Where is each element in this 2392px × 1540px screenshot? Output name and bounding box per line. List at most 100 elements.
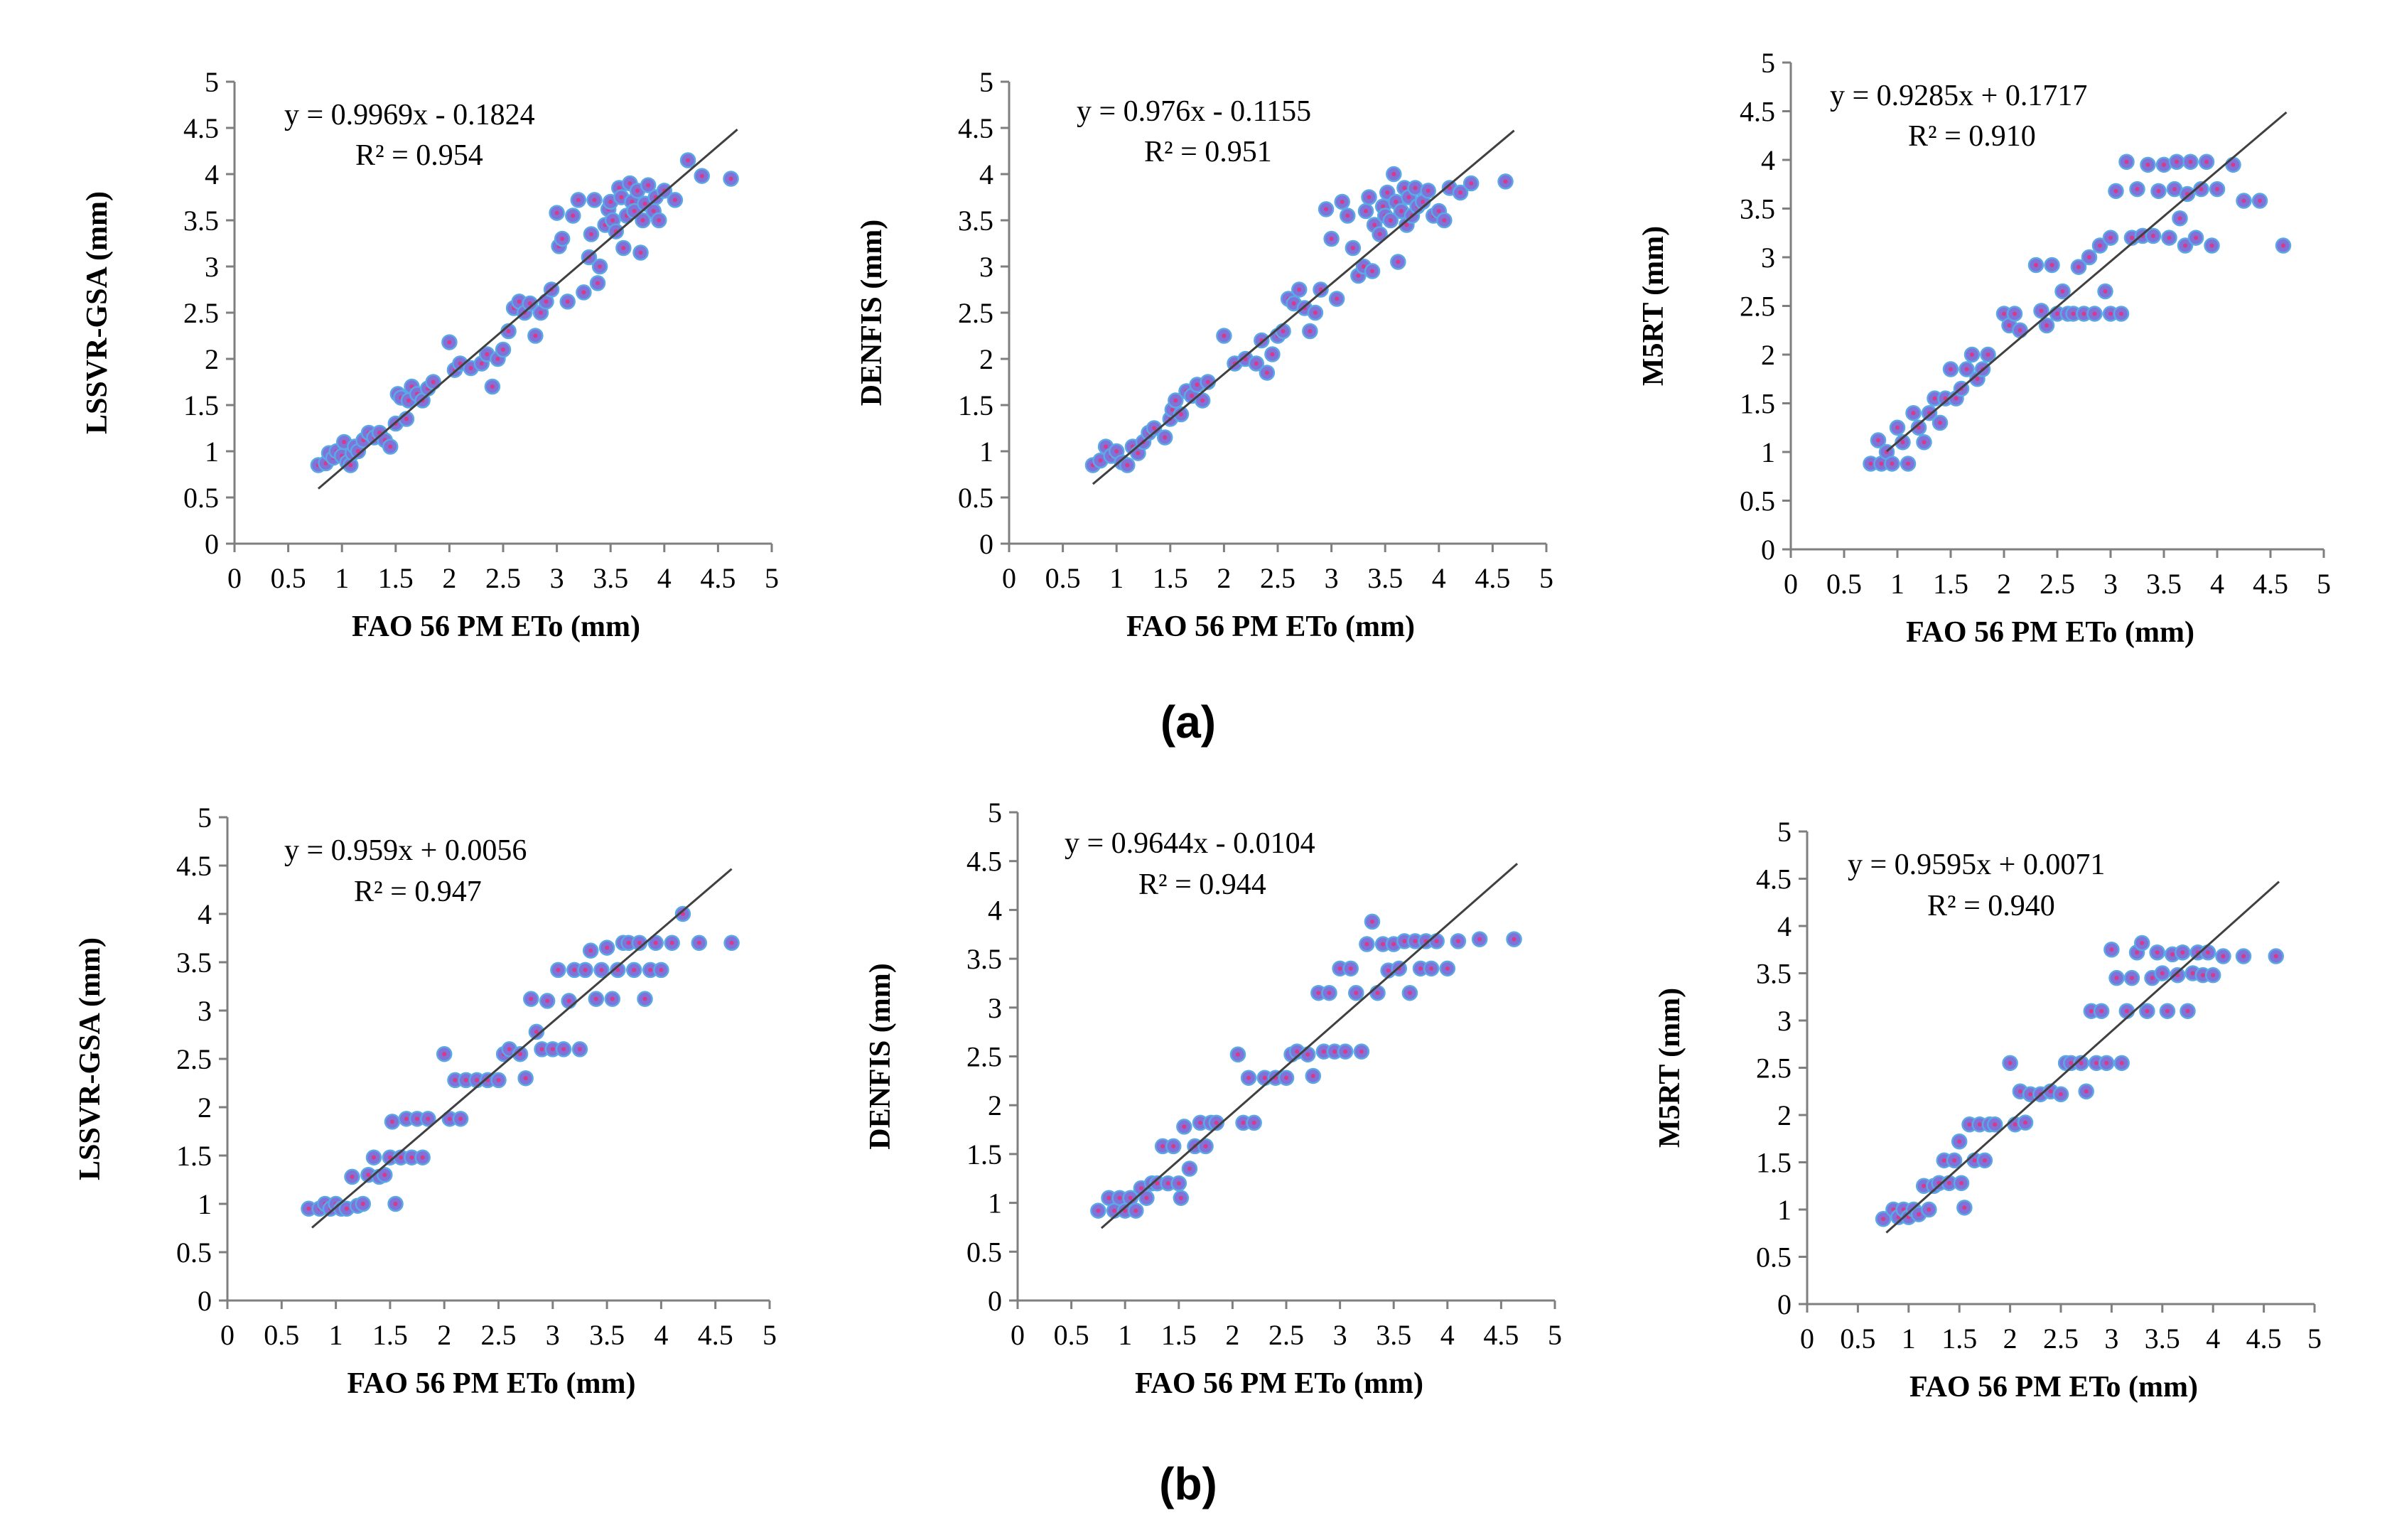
data-point xyxy=(555,1041,572,1057)
data-point xyxy=(1345,239,1362,257)
y-tick-label: 0.5 xyxy=(1756,1242,1792,1274)
data-point xyxy=(1299,1046,1316,1063)
data-point xyxy=(1138,1190,1155,1206)
x-tick-label: 3 xyxy=(2103,568,2118,600)
data-point xyxy=(2172,210,2188,227)
x-tick-label: 2.5 xyxy=(2040,568,2075,600)
data-point xyxy=(2033,303,2049,319)
y-tick-label: 4.5 xyxy=(183,112,219,144)
data-point xyxy=(387,1195,404,1212)
x-tick-label: 3.5 xyxy=(2145,1323,2180,1355)
data-point xyxy=(1910,419,1927,436)
regression-equation: y = 0.976x - 0.1155 xyxy=(1077,95,1311,128)
data-point xyxy=(2198,154,2215,170)
x-tick-label: 2 xyxy=(1217,562,1231,594)
y-tick-label: 0.5 xyxy=(183,482,219,514)
y-tick-label: 0.5 xyxy=(958,482,993,514)
data-point xyxy=(591,258,608,275)
y-tick-label: 0 xyxy=(979,528,993,560)
r-squared: R² = 0.951 xyxy=(1144,136,1272,168)
data-point xyxy=(2150,183,2167,200)
x-axis-title: FAO 56 PM ETo (mm) xyxy=(1906,616,2194,649)
data-point xyxy=(2204,237,2220,254)
regression-equation: y = 0.9644x - 0.0104 xyxy=(1065,827,1315,860)
x-tick-label: 2 xyxy=(437,1319,451,1351)
data-point xyxy=(1382,212,1399,229)
y-axis-title: M5RT (mm) xyxy=(1654,988,1686,1148)
x-axis-title: FAO 56 PM ETo (mm) xyxy=(352,610,640,643)
data-point xyxy=(1264,346,1281,362)
data-point xyxy=(1334,193,1350,210)
x-tick-label: 2.5 xyxy=(485,562,521,594)
y-tick-label: 4 xyxy=(979,158,993,190)
y-tick-label: 0 xyxy=(1777,1288,1792,1320)
y-tick-label: 1 xyxy=(205,436,219,468)
data-point xyxy=(2145,227,2162,244)
y-tick-label: 1.5 xyxy=(958,389,993,421)
y-tick-label: 3.5 xyxy=(176,947,212,979)
data-point xyxy=(527,328,544,344)
data-point xyxy=(1246,1114,1262,1131)
data-point xyxy=(2133,935,2150,952)
y-tick-label: 2.5 xyxy=(1740,291,1775,323)
data-point xyxy=(1905,404,1922,421)
x-tick-label: 0.5 xyxy=(1840,1323,1875,1355)
data-point xyxy=(2027,257,2044,274)
data-point xyxy=(2006,306,2023,322)
y-tick-label: 5 xyxy=(979,66,993,98)
data-point xyxy=(1090,1202,1106,1219)
x-tick-label: 0.5 xyxy=(1045,562,1081,594)
data-point xyxy=(1248,355,1265,372)
y-tick-label: 5 xyxy=(1761,47,1775,79)
y-tick-label: 2.5 xyxy=(958,297,993,329)
y-tick-label: 3.5 xyxy=(183,205,219,237)
x-tick-label: 4.5 xyxy=(2246,1323,2282,1355)
data-point xyxy=(512,1045,529,1062)
x-tick-label: 5 xyxy=(765,562,779,594)
y-tick-label: 5 xyxy=(198,802,212,834)
data-point xyxy=(1921,404,1938,421)
y-tick-label: 3.5 xyxy=(958,205,993,237)
y-tick-label: 0 xyxy=(1761,534,1775,566)
x-tick-label: 0.5 xyxy=(271,562,306,594)
data-point xyxy=(2078,1083,2094,1099)
regression-equation: y = 0.9969x - 0.1824 xyxy=(284,99,535,131)
data-point xyxy=(2177,237,2194,254)
data-point xyxy=(1963,346,1981,363)
data-point xyxy=(1122,1190,1139,1206)
data-point xyxy=(576,284,592,301)
data-point xyxy=(2054,283,2071,300)
data-point xyxy=(1497,173,1514,190)
x-tick-label: 2.5 xyxy=(1260,562,1295,594)
data-point xyxy=(588,991,605,1007)
y-tick-label: 3 xyxy=(988,992,1002,1024)
y-tick-label: 4.5 xyxy=(958,112,993,144)
data-point xyxy=(554,230,571,247)
data-point xyxy=(1305,1067,1322,1084)
x-tick-label: 3 xyxy=(1333,1319,1347,1351)
data-point xyxy=(691,935,708,952)
y-tick-label: 5 xyxy=(205,66,219,98)
trendline xyxy=(1100,863,1519,1229)
chart-b2: 0 0.5 1 1.5 2 2.5 3 3.5 4 4.5 5 0 0.5 1 1.5 2 2.5 3 3.5 4 4.… xyxy=(864,797,1562,1400)
x-tick-label: 1.5 xyxy=(1161,1319,1197,1351)
y-tick-label: 3.5 xyxy=(1740,193,1775,225)
data-point xyxy=(344,1168,360,1185)
y-axis-title: M5RT (mm) xyxy=(1637,226,1670,386)
y-tick-label: 2 xyxy=(988,1089,1002,1121)
x-tick-label: 1.5 xyxy=(1933,568,1968,600)
data-point xyxy=(2139,1003,2155,1019)
y-tick-label: 4 xyxy=(198,898,212,930)
data-point xyxy=(452,1111,469,1127)
x-tick-label: 1 xyxy=(1109,562,1124,594)
y-axis-title: DENFIS (mm) xyxy=(856,220,888,406)
y-tick-label: 2 xyxy=(1761,339,1775,371)
data-point xyxy=(1176,1119,1192,1135)
x-tick-label: 4.5 xyxy=(700,562,736,594)
data-point xyxy=(1439,960,1456,977)
data-point xyxy=(571,1041,588,1057)
data-point xyxy=(2159,1003,2176,1019)
x-tick-label: 4 xyxy=(1440,1319,1455,1351)
x-tick-label: 2.5 xyxy=(481,1319,517,1351)
data-point xyxy=(490,1072,507,1089)
